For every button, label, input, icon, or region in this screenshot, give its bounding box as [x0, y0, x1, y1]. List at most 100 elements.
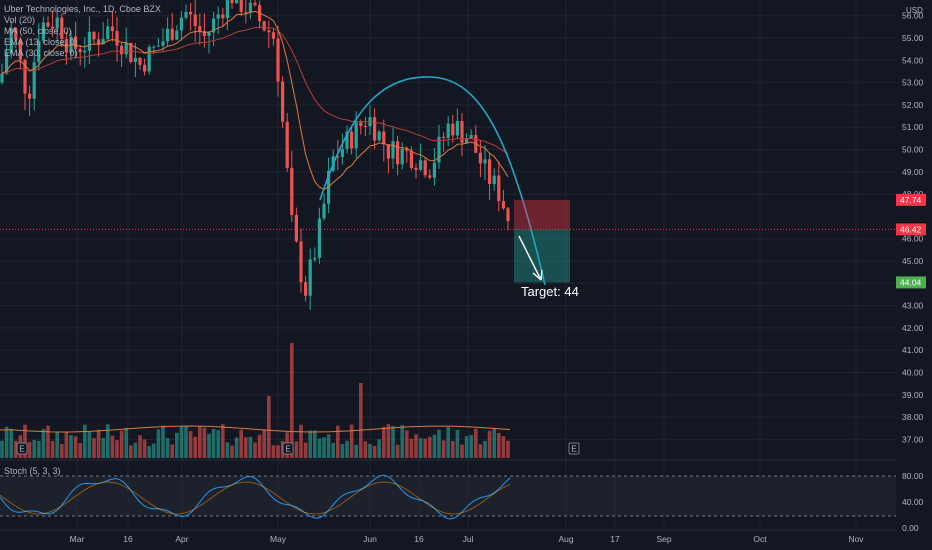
volume-bar [253, 442, 257, 458]
volume-bar [271, 445, 276, 458]
price-axis-label: 37.00 [902, 434, 924, 444]
time-axis-label: Sep [656, 534, 671, 544]
volume-bar [37, 440, 41, 458]
volume-bar [115, 440, 119, 458]
time-axis-label: 16 [414, 534, 424, 544]
candle-body [432, 162, 436, 178]
time-axis-label: Nov [848, 534, 864, 544]
symbol-title[interactable]: Uber Technologies, Inc., 1D, Cboe BZX [4, 4, 161, 14]
volume-bar [464, 436, 469, 458]
volume-bar [69, 435, 73, 458]
candle-body [244, 11, 248, 13]
candle-body [51, 26, 55, 29]
earnings-marker[interactable] [568, 442, 580, 455]
volume-bar [184, 426, 188, 458]
volume-bar [198, 425, 202, 458]
volume-bar [46, 425, 50, 458]
volume-bar [386, 424, 391, 458]
candle-body [161, 41, 165, 46]
candle-body [492, 175, 496, 184]
price-tag [896, 193, 926, 206]
volume-bar [165, 438, 170, 458]
candle-body [115, 31, 119, 46]
volume-bar [64, 431, 69, 458]
candle-body [299, 241, 303, 283]
volume-bar [474, 428, 478, 458]
candle-body [437, 136, 441, 163]
earnings-marker[interactable] [16, 442, 28, 455]
candle-body [400, 148, 404, 165]
ema13-legend[interactable]: EMA (13, close, 0) [4, 37, 78, 47]
price-tag [896, 276, 926, 289]
price-axis-label: 54.00 [902, 55, 924, 65]
candle-body [83, 50, 87, 53]
candle-body [37, 40, 41, 63]
volume-bar [221, 424, 225, 458]
earnings-marker-label: E [285, 445, 290, 454]
volume-bar [41, 428, 46, 458]
candle-body [506, 208, 510, 222]
candle-body [294, 214, 298, 242]
candle-body [248, 2, 252, 13]
candle-body [253, 2, 257, 6]
volume-bar [152, 443, 156, 458]
candle-body [276, 38, 280, 82]
candle-body [382, 131, 386, 145]
volume-bar [202, 427, 207, 458]
candle-body [216, 14, 220, 19]
volume-bar [124, 427, 128, 458]
volume-bar [382, 426, 386, 458]
volume-bar [262, 429, 266, 458]
candle-body [101, 38, 105, 45]
volume-bar [303, 442, 308, 458]
volume-bar [9, 428, 13, 458]
candle-body [0, 73, 4, 83]
candle-body [281, 81, 285, 122]
candle-body [322, 203, 326, 219]
candle-body [156, 45, 160, 47]
candle-body [28, 93, 32, 99]
volume-bar [276, 445, 280, 458]
stoch-axis-label: 80.00 [902, 471, 924, 481]
candle-body [396, 141, 400, 165]
volume-bar [161, 425, 165, 458]
vol-legend[interactable]: Vol (20) [4, 15, 36, 25]
target-arrow-icon [518, 235, 543, 281]
volume-bar [257, 434, 262, 458]
time-axis-label: Jun [363, 534, 377, 544]
volume-bar [460, 444, 464, 458]
candle-body [423, 160, 427, 176]
ema30-legend[interactable]: EMA (30, close, 0) [4, 48, 78, 58]
volume-bar [349, 424, 354, 458]
volume-bar [119, 430, 124, 458]
candle-body [230, 0, 234, 4]
stoch-axis-label: 0.00 [902, 523, 919, 533]
volume-bar [133, 442, 138, 458]
volume-bar [501, 436, 506, 458]
volume-bar [492, 428, 496, 458]
candle-body [336, 156, 340, 158]
volume-bar [55, 431, 59, 458]
volume-bar [418, 438, 423, 458]
price-axis-label: 40.00 [902, 368, 924, 378]
candle-body [170, 28, 174, 40]
volume-bar [340, 444, 345, 458]
volume-bar [225, 442, 230, 458]
price-tag [896, 223, 926, 236]
candle-body [405, 148, 409, 151]
volume-bar [4, 426, 9, 458]
candle-body [9, 28, 13, 54]
chart-grid [0, 0, 896, 530]
volume-bar [506, 440, 510, 458]
earnings-marker[interactable] [282, 442, 294, 455]
candle-body [373, 117, 377, 141]
candle-body [235, 0, 239, 4]
candle-body [345, 131, 349, 150]
ma50-legend[interactable]: MA (50, close, 0) [4, 26, 72, 36]
volume-bar [78, 443, 82, 458]
volume-bar [267, 396, 271, 458]
volume-bar [92, 438, 96, 458]
stoch-legend-label[interactable]: Stoch (5, 3, 3) [4, 466, 61, 476]
volume-bar [239, 429, 243, 458]
